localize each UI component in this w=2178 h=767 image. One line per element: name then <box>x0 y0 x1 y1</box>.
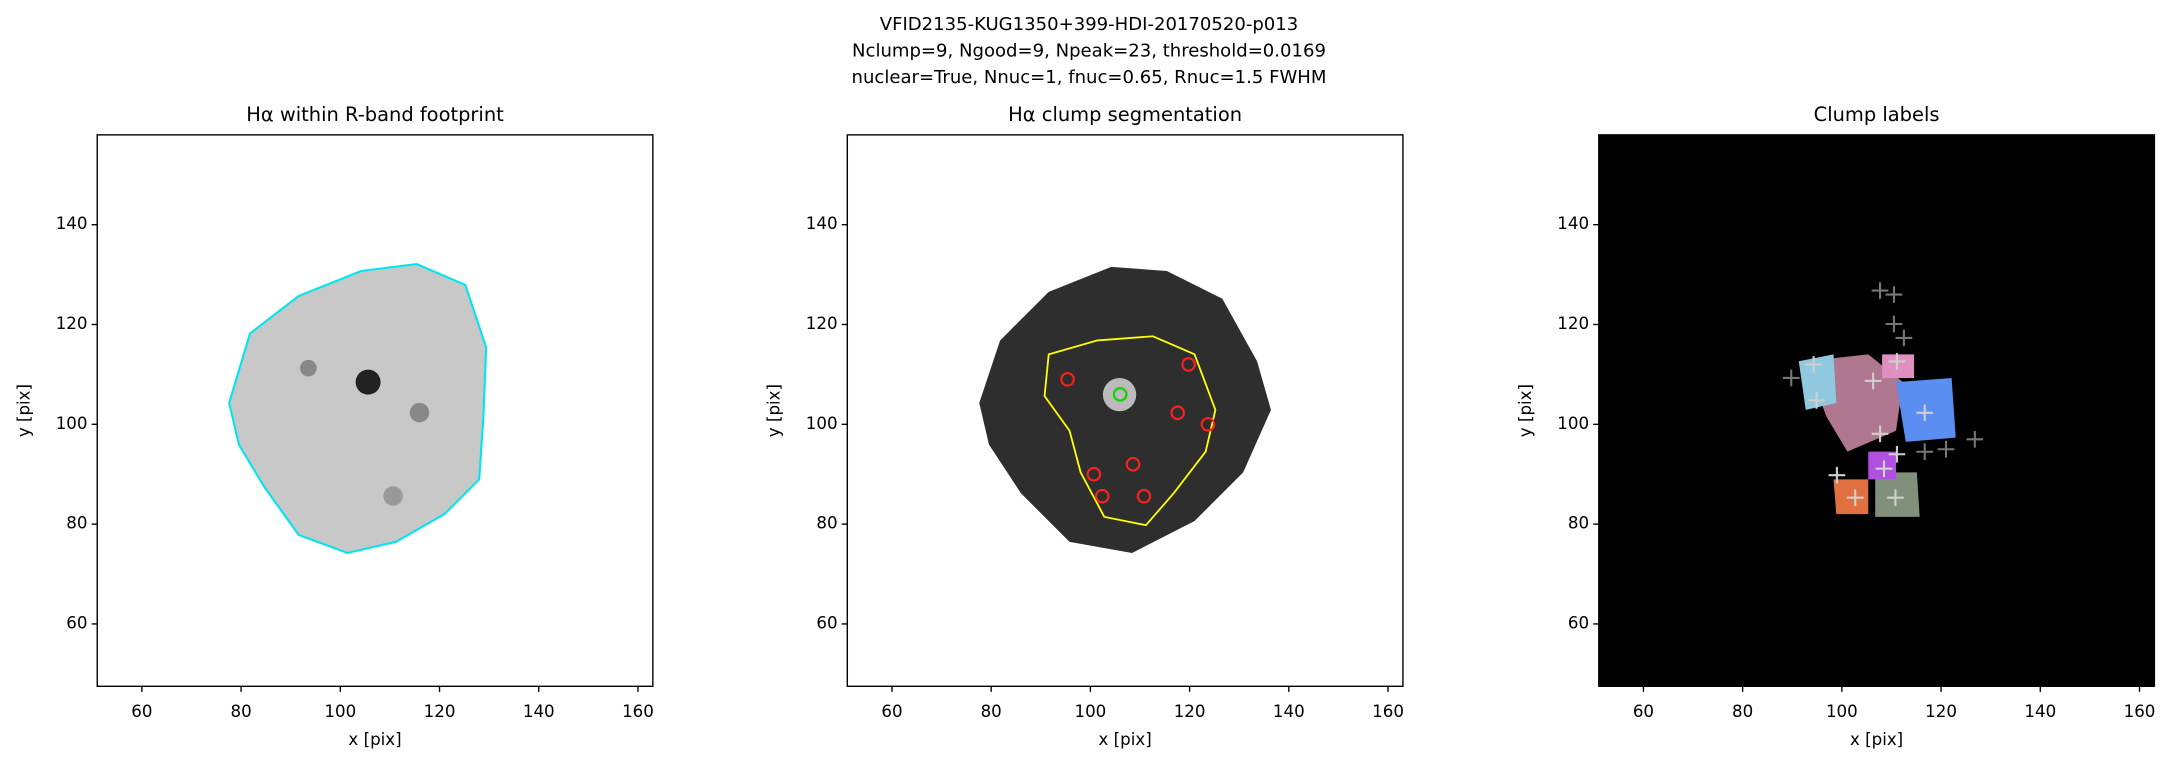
y-tick-label: 100 <box>1557 414 1589 433</box>
clump <box>1896 377 1956 442</box>
y-tick-label: 140 <box>56 214 88 233</box>
peak-marker <box>1095 488 1110 504</box>
figure-title: VFID2135-KUG1350+399-HDI-20170520-p013 <box>880 14 1299 35</box>
x-axis-label: x [pix] <box>348 730 401 749</box>
y-tick-label: 120 <box>806 314 838 333</box>
clump-center <box>1966 430 1984 448</box>
x-tick-label: 140 <box>1273 702 1305 721</box>
axes-frame <box>846 134 1404 688</box>
y-tick-label: 80 <box>66 514 87 533</box>
axes-title: Hα within R-band footprint <box>246 103 504 126</box>
nucleus-blob <box>355 369 381 395</box>
peak-marker <box>1112 387 1128 402</box>
peak-marker <box>1125 456 1141 472</box>
clump-contour <box>1043 335 1217 527</box>
axes-frame <box>96 134 654 688</box>
y-tick-label: 80 <box>1568 514 1589 533</box>
x-tick-label: 80 <box>981 702 1002 721</box>
figure-title: Nclump=9, Ngood=9, Npeak=23, threshold=0… <box>852 41 1326 62</box>
y-tick-label: 60 <box>816 613 837 632</box>
peak-marker <box>1060 372 1075 387</box>
clump-center <box>1782 369 1800 387</box>
y-axis-label: y [pix] <box>1516 384 1535 437</box>
y-tick-label: 120 <box>56 314 88 333</box>
x-axis-label: x [pix] <box>1099 730 1152 749</box>
y-axis-label: y [pix] <box>15 384 34 437</box>
clump-center <box>1895 329 1913 347</box>
blob <box>300 359 317 377</box>
axes-frame <box>1598 134 2156 688</box>
x-tick-label: 80 <box>1732 702 1753 721</box>
clump-center <box>1828 466 1846 484</box>
y-tick-label: 140 <box>1557 214 1589 233</box>
x-tick-label: 100 <box>1826 702 1858 721</box>
x-tick-label: 80 <box>230 702 251 721</box>
clump <box>1882 354 1915 378</box>
footprint-image <box>228 262 488 555</box>
clump-center <box>1871 425 1889 443</box>
x-tick-label: 140 <box>2024 702 2056 721</box>
x-tick-label: 60 <box>1633 702 1654 721</box>
image-content <box>228 262 1956 555</box>
y-tick-label: 120 <box>1557 314 1589 333</box>
clump-center <box>1885 286 1903 303</box>
x-tick-label: 160 <box>2124 702 2156 721</box>
clump-center <box>1805 356 1822 373</box>
blob <box>409 402 430 423</box>
clump-center <box>1887 489 1904 507</box>
figure-title: nuclear=True, Nnuc=1, fnuc=0.65, Rnuc=1.… <box>852 67 1327 88</box>
clump-center <box>1885 315 1903 333</box>
clump-center <box>1888 445 1906 463</box>
nucleus-blob <box>1102 377 1137 412</box>
clump-center <box>1916 443 1934 461</box>
x-tick-label: 160 <box>622 702 654 721</box>
clump-center <box>1871 282 1889 299</box>
x-tick-label: 60 <box>881 702 902 721</box>
y-tick-label: 100 <box>806 414 838 433</box>
clump-center <box>1875 460 1893 478</box>
axes-title: Hα clump segmentation <box>1008 103 1242 126</box>
x-tick-label: 140 <box>523 702 555 721</box>
y-tick-label: 140 <box>806 214 838 233</box>
clump <box>1798 354 1837 410</box>
x-tick-label: 100 <box>1074 702 1106 721</box>
clump <box>1875 472 1920 517</box>
clump <box>1868 451 1897 480</box>
y-tick-label: 60 <box>66 613 87 632</box>
peak-marker <box>1181 357 1196 372</box>
axes-title: Clump labels <box>1814 103 1940 126</box>
x-tick-label: 160 <box>1372 702 1404 721</box>
x-tick-label: 100 <box>324 702 356 721</box>
clump-center <box>1864 372 1882 390</box>
peak-marker <box>1086 466 1102 482</box>
x-tick-label: 120 <box>424 702 456 721</box>
y-tick-label: 100 <box>56 414 88 433</box>
clump-center <box>1916 404 1934 422</box>
peak-marker <box>1136 488 1152 504</box>
clump-center <box>1888 353 1906 370</box>
clump-center <box>1937 440 1955 458</box>
y-tick-label: 60 <box>1568 613 1589 632</box>
x-tick-label: 120 <box>1925 702 1957 721</box>
y-axis-label: y [pix] <box>765 384 784 437</box>
clump-center <box>1846 489 1864 507</box>
x-tick-label: 60 <box>131 702 152 721</box>
x-tick-label: 120 <box>1174 702 1206 721</box>
y-tick-label: 80 <box>816 514 837 533</box>
x-axis-label: x [pix] <box>1850 730 1903 749</box>
peak-marker <box>1200 417 1216 432</box>
peak-marker <box>1170 405 1185 421</box>
clump-center <box>1808 392 1825 409</box>
blob <box>383 486 403 506</box>
